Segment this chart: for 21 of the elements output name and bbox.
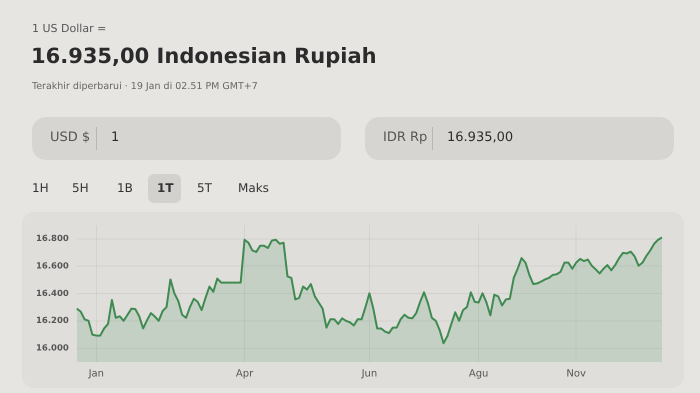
chart-title: 16.935,00 Indonesian Rupiah bbox=[31, 44, 377, 68]
y-tick-label: 16.800 bbox=[36, 234, 69, 244]
y-tick-label: 16.600 bbox=[36, 261, 69, 272]
text: 5T bbox=[197, 181, 212, 195]
chart-subtitle: Terakhir diperbarui · 19 Jan di 02.51 PM GMT+7 bbox=[32, 81, 258, 92]
x-tick-label: Agu bbox=[468, 368, 488, 380]
x-tick-label: Jan bbox=[88, 368, 104, 380]
text: Maks bbox=[238, 181, 269, 195]
x-tick-label: Nov bbox=[566, 368, 586, 380]
y-tick-label: 16.200 bbox=[36, 316, 69, 326]
text: 5H bbox=[72, 181, 89, 195]
amount-field: IDR Rp 16.935,00 bbox=[365, 117, 674, 160]
text: 1B bbox=[117, 181, 133, 195]
text: 1T bbox=[157, 181, 174, 195]
text: 1 US Dollar = bbox=[32, 22, 106, 35]
y-tick-label: 16.400 bbox=[36, 288, 69, 299]
amount-field: USD $ 1 bbox=[32, 117, 341, 160]
x-tick-label: Jun bbox=[360, 368, 378, 380]
x-tick-label: Apr bbox=[236, 368, 254, 380]
text: 1H bbox=[32, 181, 49, 195]
y-tick-label: 16.000 bbox=[36, 344, 69, 354]
